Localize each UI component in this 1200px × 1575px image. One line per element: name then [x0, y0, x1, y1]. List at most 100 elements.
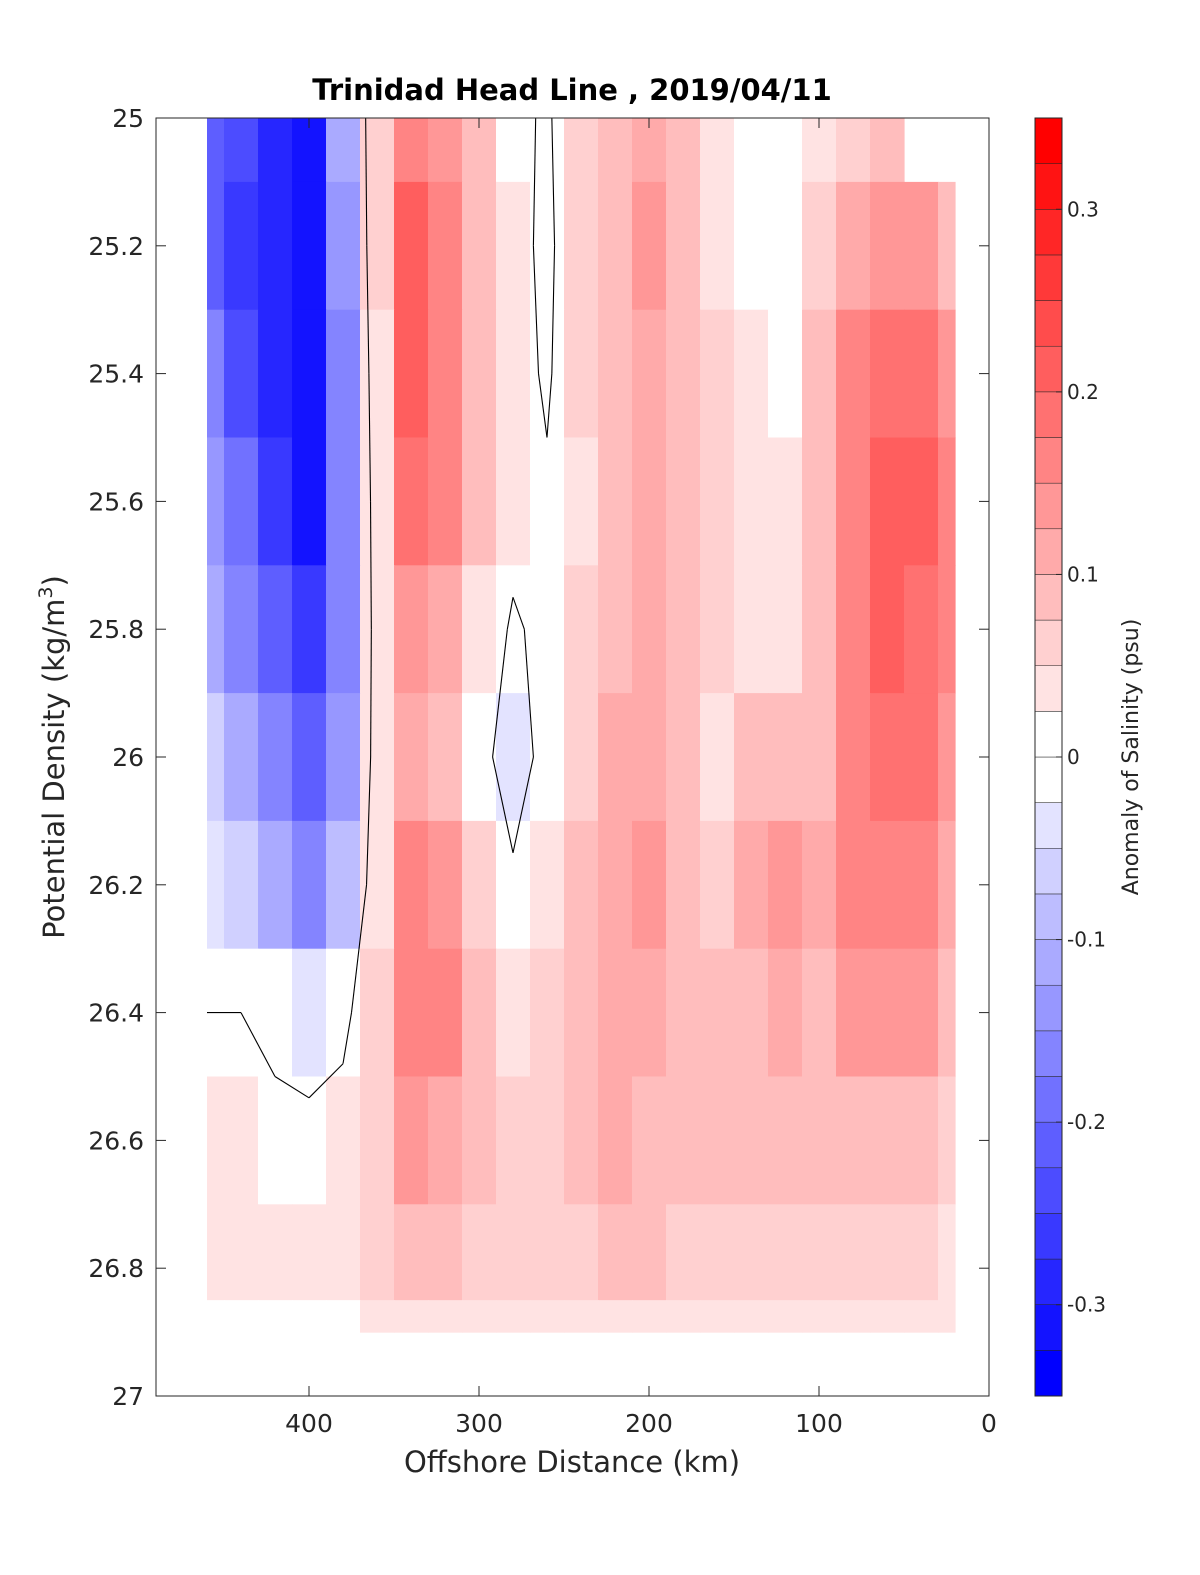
field-cell	[530, 1076, 565, 1205]
field-cell	[870, 1204, 905, 1301]
field-cell	[224, 565, 259, 694]
field-cell	[700, 437, 735, 566]
field-cell	[326, 1076, 361, 1205]
field-cell	[870, 1076, 905, 1205]
field-cell	[632, 1204, 667, 1301]
field-cell	[734, 820, 769, 950]
x-axis-ticks: 400 300 200 100 0	[285, 118, 997, 1438]
field-cell	[530, 948, 565, 1078]
field-cell	[632, 565, 667, 694]
chart-title: Trinidad Head Line , 2019/04/11	[312, 73, 832, 107]
zero-contour-segment	[365, 118, 368, 246]
colorbar-level	[1034, 939, 1063, 986]
x-tick-label: 0	[981, 1409, 997, 1438]
field-cell	[326, 437, 361, 566]
field-cell	[836, 181, 871, 311]
field-cell	[904, 693, 939, 822]
field-cell	[938, 565, 956, 694]
zero-contour-segment	[350, 884, 368, 1013]
field-cell	[207, 693, 225, 822]
field-cell	[394, 820, 429, 950]
field-cell	[768, 1076, 803, 1205]
field-cell	[666, 1300, 701, 1333]
field-cell	[768, 565, 803, 694]
field-cell	[394, 1300, 429, 1333]
field-cell	[258, 948, 293, 1078]
zero-contour-lines	[207, 118, 556, 1099]
field-cell	[394, 693, 429, 822]
field-cell	[428, 1076, 463, 1205]
field-cell	[870, 309, 905, 439]
field-cell	[394, 1204, 429, 1301]
field-cell	[836, 118, 871, 183]
field-cell	[292, 693, 327, 822]
colorbar-level	[1034, 209, 1063, 256]
field-cell	[598, 1204, 633, 1301]
field-cell	[530, 565, 565, 694]
field-cell	[768, 948, 803, 1078]
field-cell	[768, 820, 803, 950]
field-cell	[428, 820, 463, 950]
field-cell	[360, 820, 395, 950]
field-cell	[802, 1076, 837, 1205]
field-cell	[598, 948, 633, 1078]
field-cell	[836, 1076, 871, 1205]
field-cell	[360, 693, 395, 822]
zero-contour-segment	[512, 597, 525, 630]
zero-contour-segment	[537, 373, 548, 438]
field-cell	[666, 118, 701, 183]
field-cell	[428, 693, 463, 822]
field-cell	[258, 820, 293, 950]
field-cell	[768, 1300, 803, 1333]
field-cell	[700, 948, 735, 1078]
field-cell	[326, 693, 361, 822]
field-cell	[258, 1300, 293, 1333]
field-cell	[632, 1300, 667, 1333]
zero-contour-segment	[523, 629, 534, 758]
field-cell	[258, 118, 293, 183]
field-cell	[768, 693, 803, 822]
field-cell	[496, 437, 531, 566]
colorbar-level	[1034, 1304, 1063, 1351]
field-cell	[904, 437, 939, 566]
colorbar-level	[1034, 300, 1063, 347]
field-cell	[428, 1300, 463, 1333]
field-cell	[938, 437, 956, 566]
zero-contour-segment	[551, 245, 556, 374]
field-cell	[496, 1300, 531, 1333]
colorbar-level	[1034, 117, 1063, 164]
field-cell	[394, 565, 429, 694]
y-axis-title: Potential Density (kg/m3)	[35, 575, 71, 939]
field-cell	[836, 437, 871, 566]
field-cell	[632, 948, 667, 1078]
field-cell	[666, 1204, 701, 1301]
field-cell	[632, 309, 667, 439]
field-cell	[258, 309, 293, 439]
y-tick-label: 25.4	[88, 360, 144, 389]
y-axis-title-main: Potential Density (kg/m	[37, 599, 71, 939]
field-cell	[836, 1300, 871, 1333]
field-cell	[224, 1300, 259, 1333]
zero-contour-segment	[506, 597, 514, 630]
field-cell	[224, 437, 259, 566]
colorbar-level	[1034, 756, 1063, 803]
field-cell	[802, 437, 837, 566]
field-cell	[836, 693, 871, 822]
field-cell	[564, 437, 599, 566]
colorbar-tick-label: 0	[1067, 745, 1080, 769]
field-cell	[938, 948, 956, 1078]
field-cell	[734, 118, 769, 183]
colorbar-level	[1034, 163, 1063, 210]
field-cell	[224, 309, 259, 439]
field-cell	[700, 181, 735, 311]
field-cell	[564, 1300, 599, 1333]
field-cell	[598, 181, 633, 311]
field-cell	[462, 181, 497, 311]
y-tick-label: 26.8	[88, 1254, 144, 1283]
field-cell	[870, 693, 905, 822]
field-cell	[360, 181, 395, 311]
salinity-anomaly-field	[207, 118, 956, 1333]
colorbar-tick-label: 0.1	[1067, 562, 1099, 586]
field-cell	[700, 565, 735, 694]
field-cell	[870, 118, 905, 183]
